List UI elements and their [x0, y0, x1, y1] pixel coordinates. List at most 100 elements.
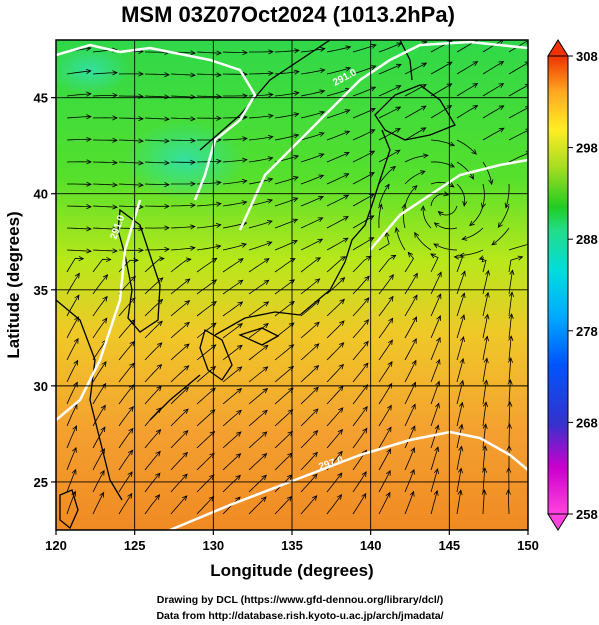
isotherm-south: [169, 430, 528, 530]
streamline-arrowhead: [338, 363, 345, 370]
streamline-arrowhead: [86, 91, 92, 97]
streamline-arrowhead: [155, 450, 161, 457]
streamline: [430, 253, 439, 273]
streamline: [248, 475, 267, 493]
streamline-arrowhead: [86, 159, 92, 165]
streamline: [482, 83, 504, 97]
streamline: [300, 174, 324, 185]
streamline: [352, 65, 376, 75]
streamline: [196, 203, 221, 207]
streamline: [274, 49, 299, 53]
streamline-arrowhead: [156, 363, 163, 370]
streamline: [144, 277, 164, 295]
streamline-arrowhead: [339, 320, 345, 326]
streamline-arrowhead: [459, 336, 465, 342]
streamline: [222, 201, 247, 207]
streamline: [404, 447, 415, 471]
coastline-sakhalin: [399, 40, 413, 81]
streamline: [326, 152, 350, 163]
streamline: [482, 468, 486, 493]
streamline-arrowhead: [267, 156, 274, 162]
streamline: [222, 51, 248, 54]
y-tick-label: 30: [34, 379, 48, 394]
streamline: [430, 105, 452, 119]
streamline: [378, 149, 401, 163]
streamline: [92, 274, 108, 295]
streamline-arrowhead: [412, 337, 417, 344]
streamline: [430, 272, 442, 295]
streamline-arrowhead: [86, 204, 92, 210]
streamline-arrowhead: [100, 404, 106, 411]
streamline: [462, 227, 484, 240]
streamline-arrowhead: [236, 366, 243, 372]
streamline: [378, 64, 402, 75]
streamline: [433, 243, 458, 251]
streamline: [508, 336, 512, 361]
streamline-arrowhead: [483, 379, 489, 386]
streamline: [300, 321, 320, 339]
streamline-arrowhead: [261, 431, 268, 437]
streamline: [378, 361, 393, 383]
streamline: [66, 360, 79, 383]
streamline: [326, 130, 350, 141]
colorbar-tick-label: 308: [576, 49, 598, 64]
streamline-arrowhead: [318, 196, 324, 201]
streamline: [430, 403, 440, 427]
streamline-arrowhead: [337, 450, 343, 457]
streamline: [144, 258, 165, 273]
streamline: [300, 387, 319, 405]
streamline: [196, 245, 221, 251]
streamline-arrowhead: [311, 495, 318, 501]
streamline: [300, 452, 318, 471]
streamline: [66, 404, 78, 427]
streamline: [326, 364, 344, 383]
streamline-arrowhead: [525, 128, 528, 134]
streamline: [434, 222, 458, 230]
streamline: [222, 344, 243, 361]
streamline-arrowhead: [369, 129, 376, 134]
streamline-arrowhead: [340, 256, 347, 262]
streamline: [378, 492, 391, 515]
streamline: [469, 205, 484, 226]
streamline: [196, 366, 216, 383]
streamline: [196, 387, 216, 405]
streamline-arrowhead: [268, 92, 274, 98]
streamline-arrowhead: [384, 183, 390, 190]
streamline-arrowhead: [414, 231, 420, 238]
streamline-arrowhead: [437, 271, 442, 278]
streamline: [378, 232, 390, 251]
streamline-arrowhead: [410, 447, 416, 453]
streamline-arrowhead: [401, 203, 407, 210]
streamline: [352, 86, 376, 97]
streamline: [144, 95, 170, 98]
streamline: [118, 363, 135, 383]
streamline-arrowhead: [268, 70, 274, 76]
streamline: [92, 339, 107, 361]
streamline: [378, 339, 393, 361]
streamline: [248, 279, 269, 295]
streamline-arrowhead: [315, 257, 322, 263]
streamline: [119, 95, 144, 97]
streamline: [326, 237, 349, 251]
streamline-arrowhead: [216, 180, 222, 186]
streamline: [170, 300, 190, 317]
streamline: [326, 385, 344, 405]
x-tick-label: 120: [45, 538, 67, 553]
streamline: [274, 240, 298, 251]
streamline-arrowhead: [482, 445, 488, 451]
streamline: [326, 407, 344, 427]
streamline-arrowhead: [105, 256, 112, 262]
streamline-arrowhead: [386, 426, 392, 433]
streamline: [378, 427, 392, 449]
streamline-arrowhead: [164, 138, 170, 144]
coastline-china: [56, 299, 123, 501]
streamline: [144, 494, 160, 515]
streamline-arrowhead: [362, 405, 368, 412]
streamline: [508, 423, 510, 449]
streamline-arrowhead: [292, 240, 298, 245]
streamline: [118, 449, 133, 471]
streamline-arrowhead: [210, 344, 217, 350]
streamline: [378, 184, 390, 207]
streamline: [456, 336, 464, 361]
streamline-arrowhead: [85, 68, 92, 74]
